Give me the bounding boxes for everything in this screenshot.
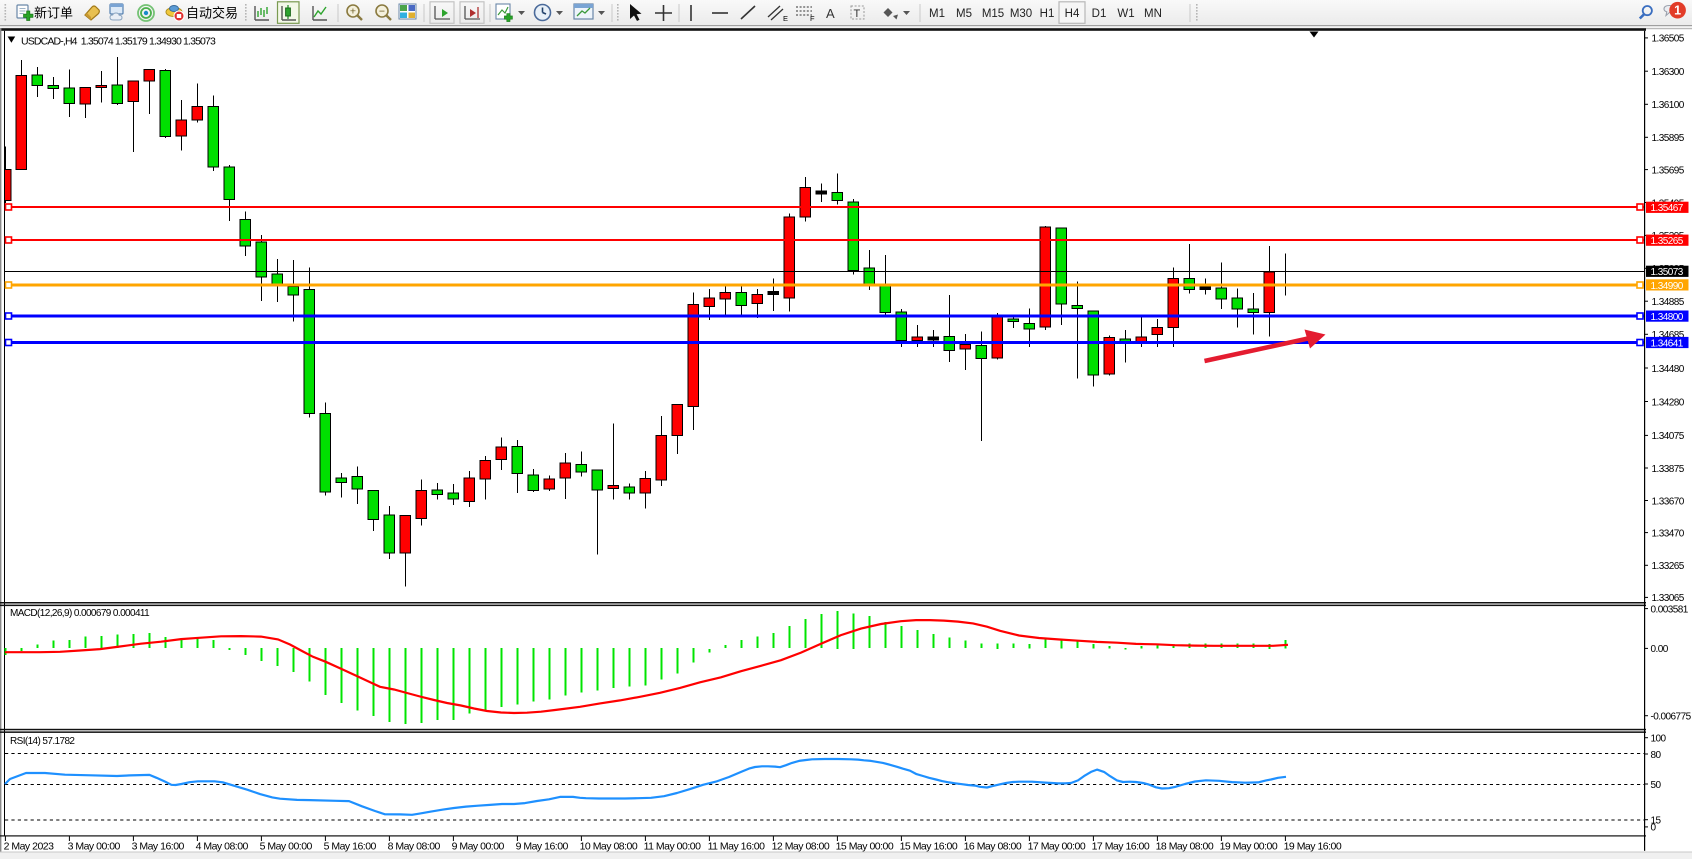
svg-text:1.33670: 1.33670 bbox=[1652, 496, 1685, 507]
svg-text:H4: H4 bbox=[1065, 8, 1080, 20]
svg-text:18 May 08:00: 18 May 08:00 bbox=[1156, 841, 1214, 853]
svg-text:MN: MN bbox=[1144, 8, 1162, 20]
svg-text:1.33470: 1.33470 bbox=[1652, 528, 1685, 539]
svg-text:1.35265: 1.35265 bbox=[1651, 236, 1684, 247]
svg-text:19 May 16:00: 19 May 16:00 bbox=[1284, 841, 1342, 853]
svg-text:新订单: 新订单 bbox=[34, 6, 73, 21]
svg-text:USDCAD-,H4 1.35074 1.35179 1.: USDCAD-,H4 1.35074 1.35179 1.34930 1.350… bbox=[21, 36, 216, 48]
svg-text:17 May 16:00: 17 May 16:00 bbox=[1092, 841, 1150, 853]
svg-text:+: + bbox=[350, 6, 356, 18]
svg-text:MACD(12,26,9) 0.000679 0.00041: MACD(12,26,9) 0.000679 0.000411 bbox=[10, 608, 150, 619]
svg-text:0.00: 0.00 bbox=[1651, 644, 1669, 655]
svg-text:F: F bbox=[810, 14, 815, 23]
svg-text:3 May 16:00: 3 May 16:00 bbox=[132, 841, 185, 853]
svg-text:M30: M30 bbox=[1010, 8, 1032, 20]
svg-text:11 May 16:00: 11 May 16:00 bbox=[708, 841, 766, 853]
svg-text:0: 0 bbox=[1651, 823, 1657, 834]
svg-text:1.34800: 1.34800 bbox=[1651, 312, 1684, 323]
svg-text:1.34685: 1.34685 bbox=[1652, 330, 1685, 341]
svg-text:100: 100 bbox=[1651, 734, 1667, 745]
svg-text:9 May 00:00: 9 May 00:00 bbox=[452, 841, 505, 853]
svg-text:15 May 00:00: 15 May 00:00 bbox=[836, 841, 894, 853]
svg-text:W1: W1 bbox=[1117, 8, 1134, 20]
svg-text:1.34280: 1.34280 bbox=[1652, 397, 1685, 408]
svg-text:1: 1 bbox=[1674, 3, 1681, 17]
svg-text:1.33065: 1.33065 bbox=[1652, 593, 1685, 604]
svg-text:1.34641: 1.34641 bbox=[1651, 338, 1684, 349]
svg-text:11 May 00:00: 11 May 00:00 bbox=[644, 841, 702, 853]
svg-text:1.35467: 1.35467 bbox=[1651, 203, 1684, 214]
svg-text:17 May 00:00: 17 May 00:00 bbox=[1028, 841, 1086, 853]
svg-text:5 May 00:00: 5 May 00:00 bbox=[260, 841, 313, 853]
svg-text:1.34885: 1.34885 bbox=[1652, 297, 1685, 308]
svg-text:16 May 08:00: 16 May 08:00 bbox=[964, 841, 1022, 853]
svg-text:−: − bbox=[379, 6, 385, 18]
svg-text:-0.006775: -0.006775 bbox=[1651, 712, 1692, 723]
svg-text:10 May 08:00: 10 May 08:00 bbox=[580, 841, 638, 853]
svg-text:80: 80 bbox=[1651, 750, 1662, 761]
svg-text:15: 15 bbox=[1651, 816, 1662, 827]
svg-text:1.34990: 1.34990 bbox=[1651, 281, 1684, 292]
svg-text:M15: M15 bbox=[982, 8, 1004, 20]
svg-text:1.36100: 1.36100 bbox=[1652, 100, 1685, 111]
svg-text:E: E bbox=[783, 14, 788, 23]
svg-text:3 May 00:00: 3 May 00:00 bbox=[68, 841, 121, 853]
svg-text:T: T bbox=[854, 8, 861, 20]
svg-text:RSI(14) 57.1782: RSI(14) 57.1782 bbox=[10, 736, 75, 747]
svg-text:1.36300: 1.36300 bbox=[1652, 67, 1685, 78]
svg-text:自动交易: 自动交易 bbox=[186, 6, 238, 21]
svg-text:12 May 08:00: 12 May 08:00 bbox=[772, 841, 830, 853]
svg-text:1.33875: 1.33875 bbox=[1652, 464, 1685, 475]
svg-text:5 May 16:00: 5 May 16:00 bbox=[324, 841, 377, 853]
svg-text:1.36505: 1.36505 bbox=[1652, 34, 1685, 45]
svg-text:1.35073: 1.35073 bbox=[1651, 267, 1684, 278]
svg-text:15 May 16:00: 15 May 16:00 bbox=[900, 841, 958, 853]
svg-text:1.35695: 1.35695 bbox=[1652, 165, 1685, 176]
svg-text:A: A bbox=[826, 6, 835, 21]
svg-text:1.34480: 1.34480 bbox=[1652, 364, 1685, 375]
svg-text:50: 50 bbox=[1651, 780, 1662, 791]
svg-text:8 May 08:00: 8 May 08:00 bbox=[388, 841, 441, 853]
svg-text:2 May 2023: 2 May 2023 bbox=[4, 841, 55, 853]
svg-text:9 May 16:00: 9 May 16:00 bbox=[516, 841, 569, 853]
svg-text:19 May 00:00: 19 May 00:00 bbox=[1220, 841, 1278, 853]
svg-text:1.33265: 1.33265 bbox=[1652, 561, 1685, 572]
svg-text:M5: M5 bbox=[956, 8, 972, 20]
svg-text:1.34075: 1.34075 bbox=[1652, 431, 1685, 442]
svg-text:4 May 08:00: 4 May 08:00 bbox=[196, 841, 249, 853]
svg-text:M1: M1 bbox=[929, 8, 945, 20]
svg-text:1.35895: 1.35895 bbox=[1652, 133, 1685, 144]
svg-text:D1: D1 bbox=[1092, 8, 1107, 20]
svg-text:H1: H1 bbox=[1040, 8, 1055, 20]
svg-text:0.003581: 0.003581 bbox=[1651, 604, 1689, 615]
